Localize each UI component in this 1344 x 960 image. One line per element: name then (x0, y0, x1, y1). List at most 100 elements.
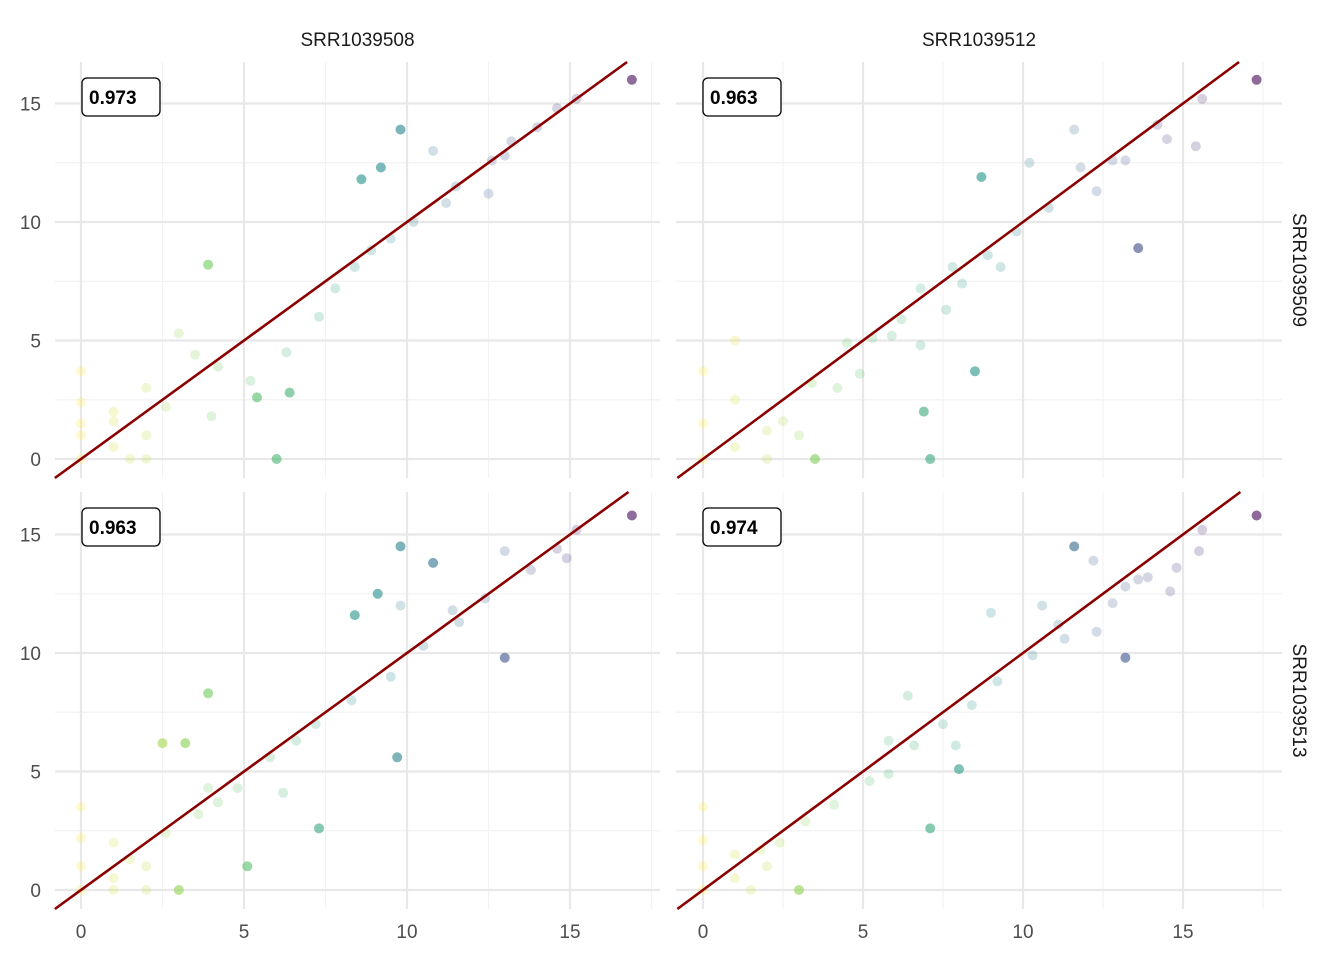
data-point (1251, 510, 1262, 521)
data-point (108, 442, 119, 453)
data-point (395, 600, 406, 611)
data-point (1059, 633, 1070, 644)
y-tick-label: 5 (30, 332, 41, 353)
facet-row-label: SRR1039513 (1288, 643, 1309, 757)
data-point (883, 768, 894, 779)
data-point (1069, 124, 1080, 135)
data-point (909, 740, 920, 751)
data-point (698, 366, 708, 377)
data-point (883, 735, 894, 746)
data-point (1142, 572, 1153, 583)
correlation-label-box (81, 77, 161, 117)
data-point (957, 278, 968, 289)
data-point (1053, 619, 1064, 630)
data-point (141, 885, 152, 895)
data-point (902, 690, 913, 701)
data-point (794, 885, 804, 895)
identity-line (54, 490, 630, 911)
data-point (108, 885, 119, 895)
y-tick-label: 5 (30, 763, 41, 784)
data-point (698, 835, 708, 846)
data-point (915, 340, 926, 351)
data-point (173, 885, 184, 895)
data-point (76, 418, 86, 429)
data-point (385, 671, 396, 682)
x-tick-label: 5 (858, 922, 869, 943)
data-point (480, 593, 491, 604)
data-point (232, 783, 243, 794)
data-point (970, 366, 980, 377)
data-point (1069, 541, 1080, 552)
data-point (330, 283, 341, 294)
data-point (278, 787, 289, 798)
data-point (1152, 119, 1163, 130)
data-point (950, 740, 961, 751)
data-point (966, 700, 977, 711)
y-tick-label: 0 (30, 450, 41, 471)
data-point (108, 406, 119, 417)
x-tick-label: 0 (698, 922, 709, 943)
data-point (982, 250, 993, 261)
data-point (1120, 652, 1131, 663)
data-point (730, 849, 740, 860)
correlation-label-box (702, 507, 782, 547)
data-point (441, 198, 452, 208)
data-point (124, 454, 135, 464)
x-tick-label: 5 (239, 922, 250, 943)
data-point (918, 406, 929, 417)
data-point (941, 304, 952, 315)
y-tick-label: 10 (20, 213, 41, 234)
data-point (372, 588, 383, 599)
data-point (499, 652, 510, 663)
data-point (794, 430, 804, 441)
x-tick-label: 15 (1172, 922, 1193, 943)
data-point (832, 382, 843, 393)
data-point (762, 861, 772, 872)
data-point (271, 454, 282, 464)
data-point (1197, 93, 1208, 104)
correlation-label: 0.974 (710, 518, 758, 539)
correlation-label: 0.973 (89, 88, 137, 109)
data-point (778, 416, 788, 427)
y-tick-label: 15 (20, 95, 41, 116)
facet-column-label: SRR1039512 (922, 30, 1036, 51)
data-point (762, 425, 772, 436)
data-point (203, 259, 214, 270)
data-point (698, 418, 708, 429)
data-point (346, 695, 357, 706)
data-point (356, 174, 367, 185)
data-point (995, 262, 1006, 272)
data-point (1091, 626, 1102, 637)
data-point (108, 873, 119, 884)
data-point (730, 442, 740, 453)
data-point (193, 809, 204, 820)
data-point (108, 416, 119, 427)
data-point (157, 738, 168, 749)
data-point (141, 454, 152, 464)
data-point (76, 430, 86, 441)
data-point (1024, 157, 1035, 168)
data-point (854, 368, 865, 379)
data-point (730, 873, 740, 884)
data-point (976, 172, 987, 182)
data-point (1190, 141, 1201, 152)
data-point (314, 311, 324, 322)
data-point (1088, 555, 1099, 566)
data-point (730, 335, 740, 346)
data-point (954, 764, 964, 775)
data-point (483, 188, 494, 199)
data-point (938, 719, 948, 730)
identity-line (676, 60, 1240, 480)
data-point (173, 328, 184, 339)
data-point (499, 546, 510, 557)
correlation-label-box (702, 77, 782, 117)
data-point (395, 541, 406, 552)
y-tick-label: 0 (30, 881, 41, 902)
facet-column-label: SRR1039508 (300, 30, 414, 51)
y-tick-label: 15 (20, 526, 41, 547)
data-point (755, 844, 766, 855)
data-point (206, 411, 217, 422)
data-point (1133, 243, 1144, 254)
data-point (76, 397, 86, 408)
x-tick-label: 0 (76, 922, 87, 943)
